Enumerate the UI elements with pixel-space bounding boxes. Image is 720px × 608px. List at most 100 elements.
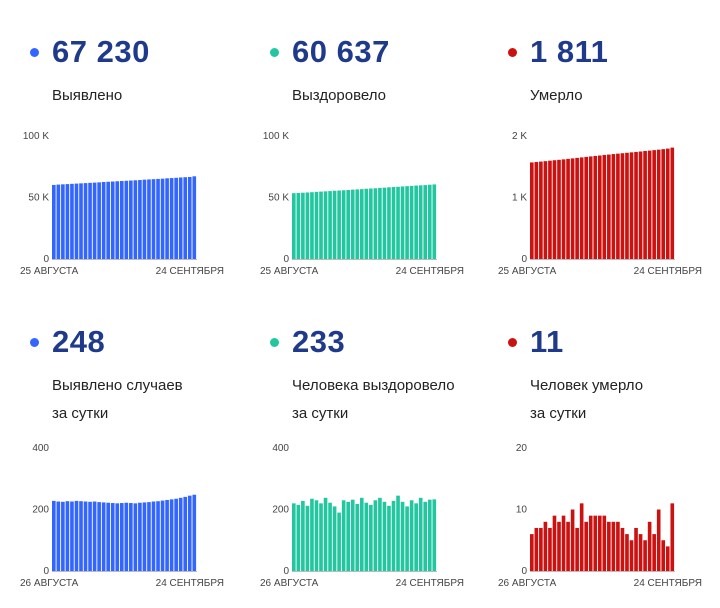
panel-died: 1 811 Умерло 2 K 1 K 0 25 АВГУСТА 24 СЕНТЯБРЯ (498, 0, 720, 290)
bar (341, 500, 346, 571)
x-start-label: 25 АВГУСТА (20, 266, 79, 277)
bar (355, 189, 360, 259)
legend-dot (30, 48, 39, 57)
total-value: 11 (530, 324, 564, 359)
bar (79, 501, 83, 571)
bar (652, 534, 656, 571)
bar (147, 179, 151, 259)
bar (670, 147, 675, 259)
bar (70, 183, 74, 259)
bar (625, 152, 629, 259)
total-value: 248 (52, 324, 106, 359)
total-value: 67 230 (52, 34, 150, 69)
y-tick-label: 0 (283, 566, 289, 577)
bar (647, 150, 652, 259)
bar (70, 501, 74, 571)
bar (423, 501, 428, 571)
bar (56, 184, 61, 259)
bar (561, 159, 566, 259)
bar (432, 499, 437, 571)
bar (661, 149, 666, 259)
metric-label: Человек умерло (530, 377, 644, 394)
bar (183, 496, 188, 571)
bar (133, 180, 138, 259)
x-end-label: 24 СЕНТЯБРЯ (634, 578, 702, 589)
y-tick-label: 1 K (512, 193, 527, 204)
x-start-label: 26 АВГУСТА (498, 578, 557, 589)
bar (110, 503, 115, 571)
bar (101, 182, 106, 259)
y-tick-label: 50 K (268, 193, 289, 204)
bar (178, 177, 183, 259)
bar (620, 527, 625, 571)
bar (557, 159, 561, 259)
bar (629, 152, 634, 259)
bar (579, 157, 584, 259)
y-tick-label: 400 (32, 443, 49, 454)
bar (187, 495, 192, 571)
x-start-label: 25 АВГУСТА (260, 266, 319, 277)
bar (597, 515, 602, 571)
y-tick-label: 200 (32, 505, 49, 516)
panel-detected: 67 230 Выявлено 100 K 50 K 0 25 АВГУСТА 24 СЕН… (20, 0, 260, 290)
bar (101, 502, 106, 571)
bar (319, 503, 323, 571)
bar (314, 191, 319, 259)
bar (548, 160, 552, 259)
bar (310, 192, 314, 259)
bar (79, 183, 83, 259)
bar (593, 515, 598, 571)
bar (332, 190, 337, 259)
bar (387, 505, 391, 571)
bar (665, 148, 670, 259)
bar (160, 500, 165, 571)
bar (61, 184, 65, 259)
bar-chart: 20 10 026 АВГУСТА 24 СЕНТЯБРЯ (498, 443, 702, 589)
y-tick-label: 50 K (28, 193, 49, 204)
bar (346, 190, 351, 259)
metric-label: Выявлено (52, 87, 123, 104)
bar (427, 499, 432, 571)
bar (332, 506, 337, 571)
bar (124, 180, 129, 259)
bar (427, 184, 432, 259)
bar (647, 521, 652, 571)
bar (396, 495, 400, 571)
y-tick-label: 100 K (23, 131, 49, 142)
panel-recovered: 60 637 Выздоровело 100 K 50 K 0 25 АВГУСТА 24 … (260, 0, 500, 290)
bar (584, 156, 589, 259)
bar (119, 181, 124, 259)
bar (670, 503, 675, 571)
bar (115, 503, 120, 571)
bar (296, 504, 301, 571)
bar (665, 546, 670, 571)
bar (400, 501, 405, 571)
bar (328, 191, 332, 259)
bar (652, 150, 656, 259)
bar (92, 501, 97, 571)
bar (534, 527, 539, 571)
bar (147, 502, 151, 571)
y-tick-label: 0 (283, 254, 289, 265)
x-end-label: 24 СЕНТЯБРЯ (396, 266, 464, 277)
bar (656, 509, 661, 571)
bar (611, 154, 616, 259)
bar (328, 502, 332, 571)
bar-chart: 100 K 50 K 025 АВГУСТА 24 СЕНТЯБРЯ (20, 131, 224, 277)
x-end-label: 24 СЕНТЯБРЯ (156, 266, 224, 277)
bar (602, 515, 607, 571)
bar (52, 500, 56, 571)
bar (74, 183, 79, 259)
bar (575, 157, 579, 259)
bar (187, 176, 192, 259)
bar (192, 176, 197, 259)
x-start-label: 25 АВГУСТА (498, 266, 557, 277)
bar (566, 521, 570, 571)
bar-chart: 400 200 026 АВГУСТА 24 СЕНТЯБРЯ (260, 443, 464, 589)
bar (414, 503, 418, 571)
bar (314, 500, 319, 571)
bar (74, 500, 79, 571)
bar (88, 182, 92, 259)
bar (151, 501, 156, 571)
y-tick-label: 2 K (512, 131, 527, 142)
